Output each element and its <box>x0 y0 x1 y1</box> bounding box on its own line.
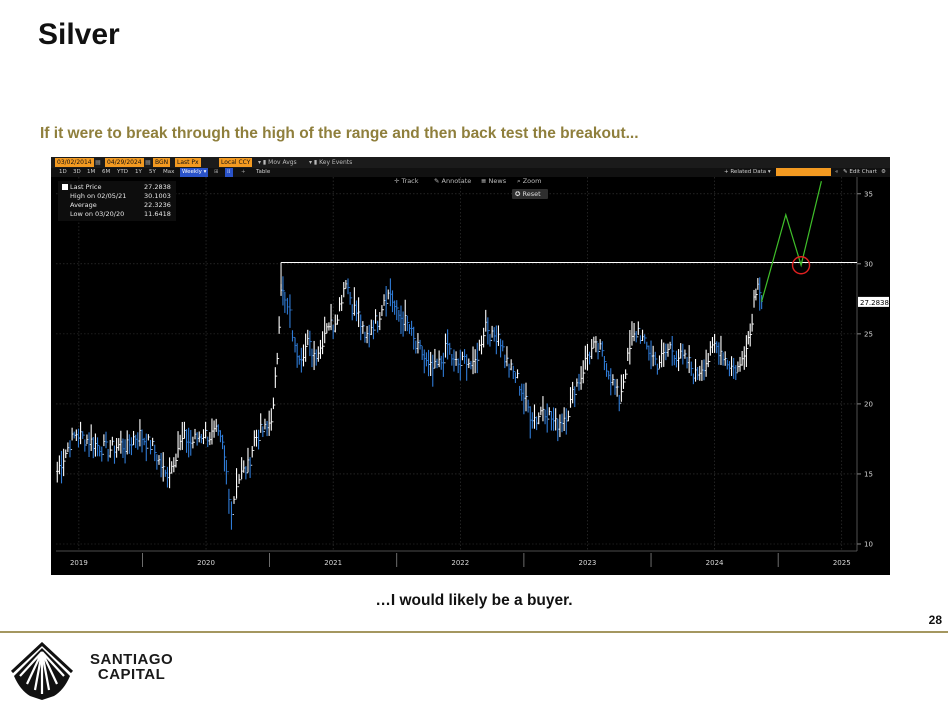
y-tick-label: 25 <box>864 330 873 338</box>
projection-line <box>761 181 822 302</box>
end-date-field[interactable]: 04/29/2024 <box>105 158 144 167</box>
track-tool[interactable]: ✛ Track <box>394 177 419 185</box>
chart-toolbar-top: 03/02/2014 ▦ 04/29/2024 ▦ BGN Last Px Lo… <box>51 157 890 168</box>
related-data-menu[interactable]: + Related Data ▾ <box>724 169 771 175</box>
reset-label: Reset <box>522 190 541 198</box>
related-data-label: Related Data <box>730 169 767 175</box>
period-6m[interactable]: 6M <box>102 169 111 175</box>
legend-value-last: 27.2838 <box>144 183 171 191</box>
line-style-icon[interactable]: ⁞⁞ <box>225 168 233 177</box>
related-data-input[interactable] <box>776 168 831 176</box>
period-1d[interactable]: 1D <box>59 169 67 175</box>
legend-label-high: High on 02/05/21 <box>70 192 127 200</box>
x-tick-label: 2020 <box>197 559 215 567</box>
frequency-label: Weekly <box>182 169 202 175</box>
add-icon[interactable]: + <box>241 169 246 175</box>
key-events-label: Key Events <box>319 159 353 166</box>
mov-avgs-label: Mov Avgs <box>268 159 297 166</box>
price-bars <box>56 276 763 530</box>
key-events-menu[interactable]: ▾ ▮ Key Events <box>309 159 353 166</box>
annotate-tool[interactable]: ✎ Annotate <box>434 177 472 185</box>
y-tick-label: 30 <box>864 260 873 268</box>
logo-wordmark: SANTIAGO CAPITAL <box>90 652 173 682</box>
calendar-icon[interactable]: ▦ <box>145 159 151 166</box>
last-price-tag-text: 27.2838 <box>860 299 889 307</box>
reset-button[interactable]: ✪ Reset <box>512 189 548 199</box>
logo-line-1: SANTIAGO <box>90 651 174 668</box>
mov-avgs-menu[interactable]: ▾ ▮ Mov Avgs <box>258 159 297 166</box>
period-3d[interactable]: 3D <box>73 169 81 175</box>
field-select[interactable]: Last Px <box>175 158 201 167</box>
x-tick-label: 2022 <box>451 559 469 567</box>
legend-label-low: Low on 03/20/20 <box>70 210 125 218</box>
x-tick-label: 2021 <box>324 559 342 567</box>
period-1y[interactable]: 1Y <box>135 169 142 175</box>
period-5y[interactable]: 5Y <box>149 169 156 175</box>
edit-chart-label: Edit Chart <box>849 169 877 175</box>
chart-type-icon[interactable]: ⊞ <box>214 169 219 175</box>
edit-chart-button[interactable]: ✎ Edit Chart <box>843 169 877 175</box>
legend-value-low: 11.6418 <box>144 210 171 218</box>
page-number: 28 <box>928 613 942 627</box>
slide-subtitle: If it were to break through the high of … <box>40 125 639 142</box>
track-label: Track <box>401 177 419 185</box>
period-1m[interactable]: 1M <box>87 169 96 175</box>
x-tick-label: 2025 <box>833 559 851 567</box>
zoom-tool[interactable]: ⌕ Zoom <box>517 177 542 185</box>
news-label: News <box>488 177 507 185</box>
y-tick-label: 20 <box>864 400 873 408</box>
santiago-capital-logo: SANTIAGO CAPITAL <box>10 641 190 700</box>
x-tick-label: 2023 <box>579 559 597 567</box>
y-tick-label: 35 <box>864 190 873 198</box>
period-ytd[interactable]: YTD <box>117 169 128 175</box>
legend-label-average: Average <box>70 201 97 209</box>
calendar-icon[interactable]: ▦ <box>95 159 101 166</box>
frequency-select[interactable]: Weekly ▾ <box>180 168 209 177</box>
y-tick-label: 15 <box>864 470 873 478</box>
chart-toolbar-periods: 1D 3D 1M 6M YTD 1Y 5Y Max Weekly ▾ ⊞ ⁞⁞ … <box>51 168 890 177</box>
period-max[interactable]: Max <box>163 169 175 175</box>
footer-divider <box>0 631 948 633</box>
currency-select[interactable]: Local CCY <box>219 158 253 167</box>
slide-title: Silver <box>38 18 120 51</box>
reference-lines <box>280 261 857 288</box>
collapse-icon[interactable]: « <box>835 169 839 175</box>
legend-value-high: 30.1003 <box>144 192 171 200</box>
last-price-tag: 27.2838 <box>858 296 889 307</box>
x-tick-label: 2024 <box>706 559 724 567</box>
source-field[interactable]: BGN <box>153 158 171 167</box>
x-tick-label: 2019 <box>70 559 88 567</box>
chart-annotations <box>791 256 811 275</box>
projection-path <box>761 181 822 302</box>
legend-label-last: Last Price <box>70 183 102 191</box>
start-date-field[interactable]: 03/02/2014 <box>55 158 94 167</box>
zoom-label: Zoom <box>522 177 542 185</box>
last-price-tag-bg <box>858 296 889 307</box>
annotate-label: Annotate <box>441 177 472 185</box>
logo-line-2: CAPITAL <box>97 666 166 683</box>
slide-caption: …I would likely be a buyer. <box>375 592 573 609</box>
breakout-circle <box>791 256 811 275</box>
legend-value-average: 22.3236 <box>144 201 171 209</box>
bloomberg-chart-panel: 03/02/2014 ▦ 04/29/2024 ▦ BGN Last Px Lo… <box>51 157 890 575</box>
scallop-shell-icon <box>10 641 74 700</box>
news-tool[interactable]: ≣ News <box>481 177 507 185</box>
y-tick-label: 10 <box>864 540 873 548</box>
last-price-swatch <box>62 184 68 190</box>
table-button[interactable]: Table <box>256 169 271 175</box>
chart-legend: Last Price 27.2838 High on 02/05/21 30.1… <box>58 181 176 221</box>
gear-icon[interactable]: ⚙ <box>881 169 886 175</box>
